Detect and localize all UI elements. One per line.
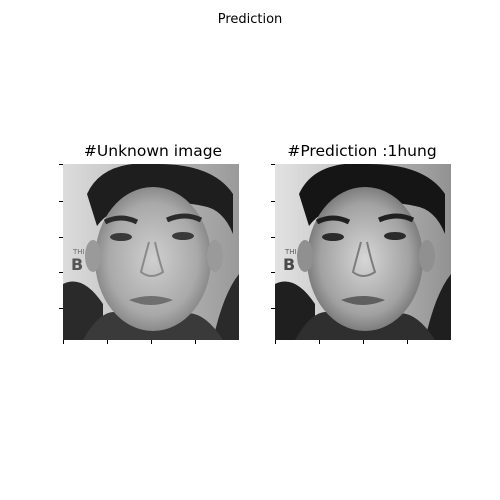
y-tick bbox=[271, 201, 275, 202]
x-tick bbox=[151, 340, 152, 344]
svg-text:B: B bbox=[283, 255, 295, 274]
y-tick bbox=[59, 164, 63, 165]
y-tick bbox=[59, 308, 63, 309]
x-tick bbox=[319, 340, 320, 344]
prediction-image-axes: THI B bbox=[271, 164, 451, 344]
y-tick bbox=[271, 237, 275, 238]
x-tick bbox=[107, 340, 108, 344]
y-tick bbox=[271, 272, 275, 273]
y-tick bbox=[59, 272, 63, 273]
svg-text:THI: THI bbox=[284, 248, 297, 256]
x-tick bbox=[63, 340, 64, 344]
unknown-image-title: #Unknown image bbox=[83, 142, 223, 160]
svg-text:B: B bbox=[71, 255, 83, 274]
y-tick bbox=[271, 308, 275, 309]
x-tick bbox=[407, 340, 408, 344]
x-tick bbox=[275, 340, 276, 344]
x-tick bbox=[363, 340, 364, 344]
x-tick bbox=[195, 340, 196, 344]
y-tick bbox=[59, 237, 63, 238]
prediction-title: #Prediction :1hung bbox=[287, 142, 437, 160]
unknown-image-axes: THI B bbox=[59, 164, 239, 344]
figure-suptitle: Prediction bbox=[217, 12, 283, 27]
svg-text:THI: THI bbox=[72, 248, 85, 256]
y-tick bbox=[271, 164, 275, 165]
unknown-face-image: THI B bbox=[63, 164, 239, 340]
y-tick bbox=[59, 201, 63, 202]
prediction-face-image: THI B bbox=[275, 164, 451, 340]
